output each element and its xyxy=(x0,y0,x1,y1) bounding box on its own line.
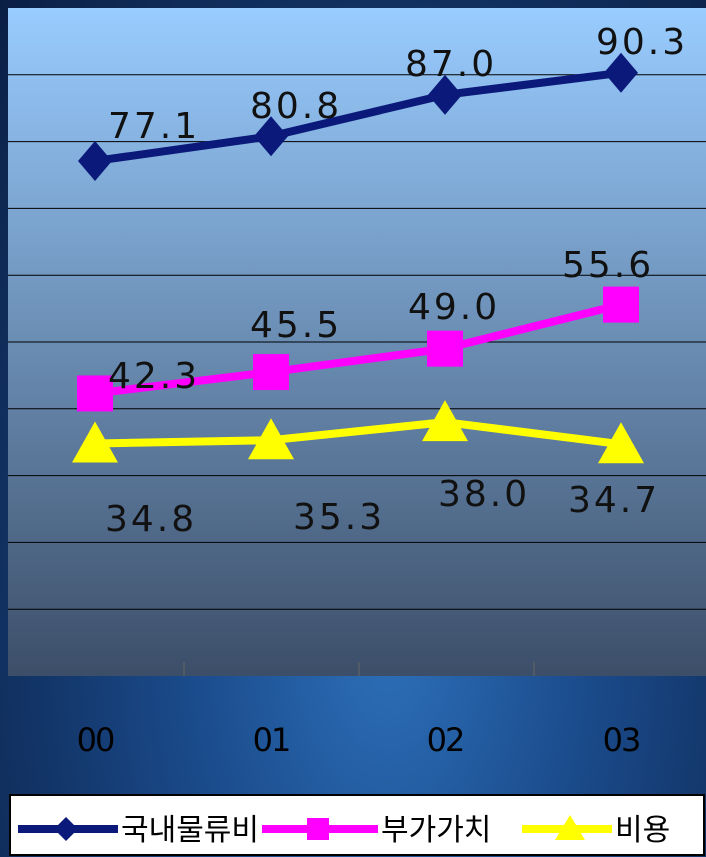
data-point-3-4 xyxy=(598,422,644,464)
data-labels: 77.1 80.8 87.0 90.3 42.3 45.5 49.0 55.6 34.8 35.3… xyxy=(105,22,688,540)
series-line-2 xyxy=(94,300,622,398)
legend-marker-2 xyxy=(307,818,329,840)
data-point-2-4 xyxy=(603,286,639,323)
data-label-2-2: 45.5 xyxy=(250,305,342,346)
data-label-3-4: 34.7 xyxy=(568,480,660,521)
data-point-1-2 xyxy=(254,116,288,157)
legend-marker-1 xyxy=(54,817,78,841)
data-point-3-3 xyxy=(422,400,468,442)
category-labels: 00 01 02 03 xyxy=(77,721,642,759)
data-label-1-4: 90.3 xyxy=(596,22,688,63)
category-label-2: 01 xyxy=(253,721,290,759)
category-label-1: 00 xyxy=(77,721,114,759)
data-label-2-1: 42.3 xyxy=(108,356,200,397)
data-label-1-2: 80.8 xyxy=(250,86,342,127)
data-label-3-2: 35.3 xyxy=(293,497,385,538)
legend: 국내물류비 부가가치 비용 xyxy=(9,794,705,856)
data-point-3-2 xyxy=(248,418,294,460)
data-point-2-1 xyxy=(77,375,113,412)
legend-label-3: 비용 xyxy=(615,813,670,848)
data-point-1-4 xyxy=(604,52,638,93)
series-line-1 xyxy=(94,68,622,165)
legend-label-1: 국내물류비 xyxy=(121,813,259,848)
legend-marker-3 xyxy=(555,815,585,840)
data-label-2-4: 55.6 xyxy=(562,245,654,286)
data-point-1-1 xyxy=(78,140,112,181)
data-label-2-3: 49.0 xyxy=(408,287,500,328)
x-axis xyxy=(183,662,535,676)
category-label-4: 03 xyxy=(603,721,640,759)
data-point-2-2 xyxy=(253,354,289,391)
series-group xyxy=(72,52,644,464)
data-label-3-3: 38.0 xyxy=(438,474,530,515)
data-point-2-3 xyxy=(427,330,463,367)
data-point-1-3 xyxy=(428,74,462,115)
data-point-3-1 xyxy=(72,421,118,463)
gridlines xyxy=(8,74,706,610)
series-line-3 xyxy=(94,418,622,449)
data-label-3-1: 34.8 xyxy=(105,499,197,540)
legend-label-2: 부가가치 xyxy=(381,813,491,848)
category-label-3: 02 xyxy=(427,721,464,759)
data-label-1-1: 77.1 xyxy=(108,106,200,147)
data-label-1-3: 87.0 xyxy=(405,44,497,85)
